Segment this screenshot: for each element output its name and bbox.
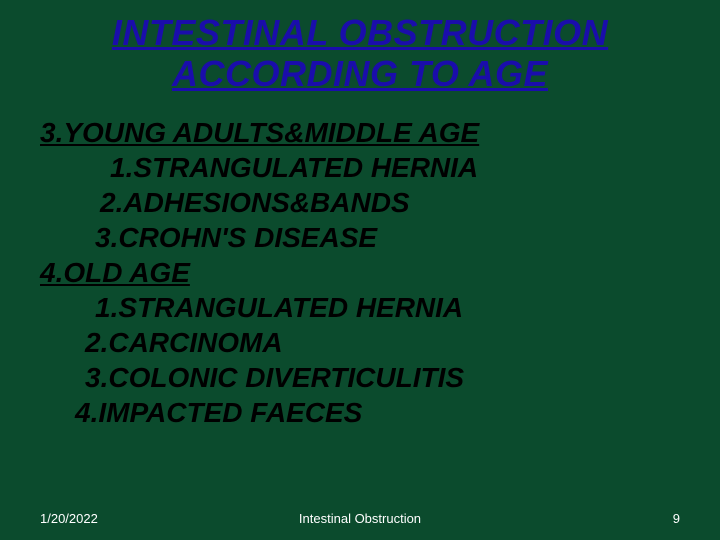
title-line-1: INTESTINAL OBSTRUCTION bbox=[112, 12, 608, 53]
body-item: 4.IMPACTED FAECES bbox=[75, 395, 680, 430]
body-item: 1.STRANGULATED HERNIA bbox=[95, 290, 680, 325]
footer-page-number: 9 bbox=[467, 511, 680, 526]
footer-title: Intestinal Obstruction bbox=[253, 511, 466, 526]
slide-body: 3.YOUNG ADULTS&MIDDLE AGE 1.STRANGULATED… bbox=[40, 115, 680, 430]
section-heading-old-age: 4.OLD AGE bbox=[40, 255, 680, 290]
body-item: 3.CROHN'S DISEASE bbox=[95, 220, 680, 255]
title-line-2: ACCORDING TO AGE bbox=[172, 53, 548, 94]
body-item: 1.STRANGULATED HERNIA bbox=[110, 150, 680, 185]
footer-date: 1/20/2022 bbox=[40, 511, 253, 526]
slide-container: INTESTINAL OBSTRUCTION ACCORDING TO AGE … bbox=[0, 0, 720, 540]
body-item: 3.COLONIC DIVERTICULITIS bbox=[85, 360, 680, 395]
section-heading-young-middle: 3.YOUNG ADULTS&MIDDLE AGE bbox=[40, 115, 680, 150]
body-item: 2.ADHESIONS&BANDS bbox=[100, 185, 680, 220]
slide-footer: 1/20/2022 Intestinal Obstruction 9 bbox=[0, 511, 720, 526]
slide-title: INTESTINAL OBSTRUCTION ACCORDING TO AGE bbox=[40, 12, 680, 95]
body-item: 2.CARCINOMA bbox=[85, 325, 680, 360]
